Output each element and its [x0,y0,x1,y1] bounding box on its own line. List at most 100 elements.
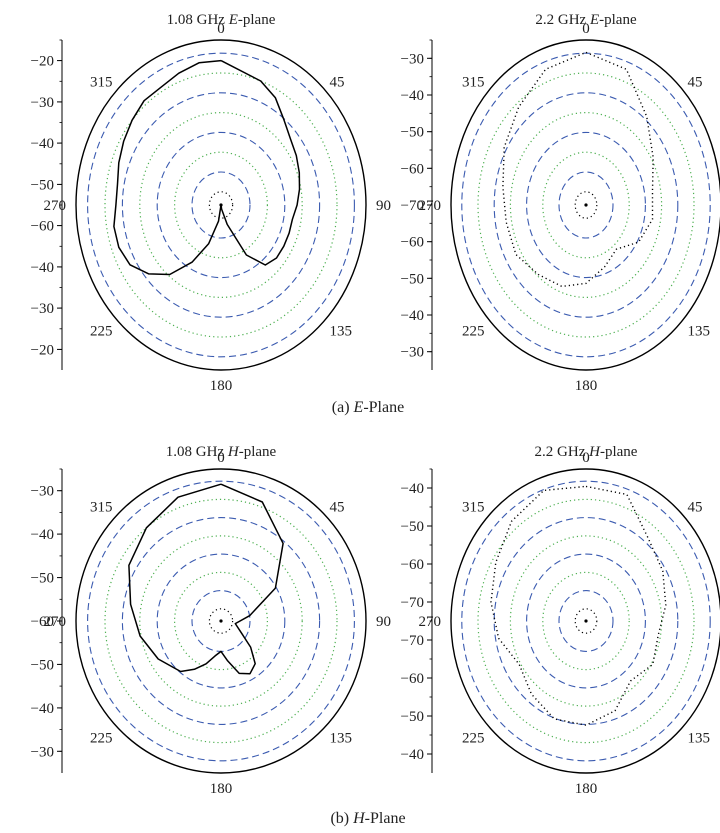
panel-e-plane-2200mhz: 2.2 GHz E-plane 04590135180225270315−30−… [401,12,720,394]
polar-frame [75,39,367,371]
radial-tick-label: −50 [401,125,424,141]
angle-tick-label: 315 [90,74,113,90]
angle-tick-label: 135 [330,731,353,747]
grid-ring-dotted [509,111,663,299]
polar-plot: 0 45 90 135 180 225 270 315 −30 −40 −50 −60 −50 −40 −3… [31,450,391,797]
radial-tick-label: −30 [401,345,424,361]
radial-tick-label: −30 [31,484,54,500]
angle-tick-label: 270 [419,614,442,630]
title-italic: E [228,12,238,28]
angle-tick-label: 135 [330,324,353,340]
center-point [584,619,588,623]
angle-tick-label: 0 [582,21,590,37]
grid-ring-dotted [477,498,695,744]
caption-suffix: -Plane [363,399,404,416]
chart-title: 2.2 GHz E-plane [535,12,637,28]
title-suffix: -plane [238,12,276,28]
panel-h-plane-2200mhz: 2.2 GHz H-plane 04590135180225270315−40−… [401,444,720,797]
grid-ring-dashed [191,171,251,239]
polar-plot: 0 45 90 135 180 225 270 315 −20 −30 −40 −50 −60 −40 −3… [31,21,391,394]
radial-tick-label: −40 [31,527,54,543]
grid-ring-dotted [174,571,269,671]
radial-tick-label: −30 [401,51,424,67]
polar-plot: 04590135180225270315−30−40−50−60−70−60−5… [401,21,720,394]
angle-tick-label: 45 [688,500,703,516]
radial-tick-label: −70 [401,595,424,611]
radial-tick-label: −50 [31,177,54,193]
grid-ring-dashed [493,517,679,725]
radial-tick-label: −60 [401,671,424,687]
angle-tick-label: 0 [217,450,225,466]
caption-italic: H [352,810,366,827]
grid-ring-dashed [526,131,646,279]
grid-ring-dashed [526,553,646,689]
angle-tick-label: 315 [462,500,485,516]
angle-tick-label: 180 [210,378,233,394]
grid-ring-dashed [121,517,321,725]
polar-plot: 04590135180225270315−40−50−60−70−70−60−5… [401,450,720,797]
angle-tick-label: 90 [376,614,391,630]
title-italic: E [589,12,599,28]
grid-ring-dashed [558,171,614,239]
radial-tick-label: −20 [31,54,54,70]
radial-tick-label: −40 [401,88,424,104]
title-prefix: 1.08 GHz [167,12,229,28]
radial-tick-label: −20 [31,342,54,358]
radial-tick-label: −40 [401,481,424,497]
grid-ring-dashed [121,92,321,318]
caption-prefix: (b) [330,810,353,827]
chart-title: 2.2 GHz H-plane [535,444,638,460]
radial-tick-label: −50 [31,657,54,673]
title-italic: H [227,444,240,460]
radial-tick-label: −70 [401,633,424,649]
radial-tick-label: −40 [31,260,54,276]
grid-ring-dotted [574,191,598,219]
grid-ring-dotted [477,72,695,338]
angle-tick-label: 45 [330,500,345,516]
radial-tick-label: −30 [31,301,54,317]
angle-tick-label: 45 [688,74,703,90]
polar-frame [450,39,720,371]
grid-ring-dotted [104,498,338,744]
angle-tick-label: 270 [419,198,442,214]
angle-tick-label: 90 [376,198,391,214]
grid-ring-dotted [208,608,234,634]
caption-b: (b) H-Plane [330,810,405,827]
panel-h-plane-1080mhz: 1.08 GHz H-plane 0 45 90 135 180 225 270 315 −30… [31,444,391,797]
pattern-trace [113,59,301,276]
grid-ring-dotted [139,535,303,707]
center-point [584,203,588,207]
caption-prefix: (a) [332,399,354,416]
caption-a: (a) E-Plane [332,399,404,416]
radial-tick-label: −50 [401,709,424,725]
panel-e-plane-1080mhz: 1.08 GHz E-plane 0 45 90 135 180 225 270 315 −20… [31,12,391,394]
grid-ring-dotted [139,111,303,299]
angle-tick-label: 180 [575,378,598,394]
grid-ring-dashed [156,131,286,279]
radial-tick-label: −60 [401,235,424,251]
center-point [219,619,223,623]
grid-ring-dotted [542,151,630,259]
grid-ring-dotted [208,191,234,219]
grid-ring-dashed [87,480,355,762]
radial-tick-label: −40 [401,308,424,324]
radial-tick-label: −30 [31,744,54,760]
grid-ring-dotted [104,72,338,338]
radial-tick-label: −60 [401,161,424,177]
title-prefix: 1.08 GHz [166,444,228,460]
title-prefix: 2.2 GHz [535,444,590,460]
radial-tick-label: −50 [401,519,424,535]
grid-ring-dashed [87,52,355,358]
angle-tick-label: 225 [90,731,113,747]
angle-tick-label: 270 [44,614,67,630]
grid-ring-dashed [493,92,679,318]
angle-tick-label: 0 [582,450,590,466]
chart-title: 1.08 GHz E-plane [167,12,276,28]
radial-tick-label: −60 [31,614,54,630]
angle-tick-label: 180 [210,781,233,797]
radial-tick-label: −40 [31,701,54,717]
chart-title: 1.08 GHz H-plane [166,444,277,460]
angle-tick-label: 315 [90,500,113,516]
radial-tick-label: −40 [401,747,424,763]
title-suffix: -plane [599,12,637,28]
